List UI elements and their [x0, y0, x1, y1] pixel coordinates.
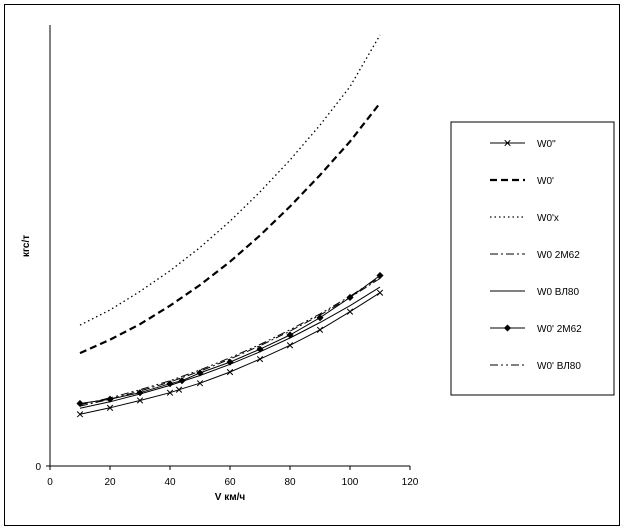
- series-line: [79, 276, 381, 406]
- series-4: [79, 278, 381, 407]
- diamond-marker: [226, 358, 234, 366]
- series-3: [79, 34, 381, 326]
- y-tick-label: 0: [35, 462, 41, 473]
- series-line: [79, 102, 381, 355]
- diamond-marker: [196, 369, 204, 377]
- x-tick-label: 120: [402, 477, 419, 488]
- series-line: [79, 275, 381, 404]
- x-tick-group: 0 20 40 60 80 100 120: [47, 466, 419, 488]
- diamond-marker: [256, 345, 264, 353]
- legend-label: W0'': [537, 139, 556, 150]
- cross-marker: [76, 411, 84, 418]
- diamond-marker: [376, 271, 384, 280]
- diamond-marker: [286, 331, 294, 339]
- legend-label: W0' 2M62: [537, 324, 582, 335]
- x-tick-label: 60: [224, 477, 236, 488]
- diamond-marker: [316, 314, 324, 322]
- legend-box: [450, 121, 615, 396]
- legend-item: W0' 2M62: [490, 324, 582, 335]
- legend-label: W0' ВЛ80: [537, 361, 581, 372]
- diamond-marker: [136, 389, 144, 397]
- series-2: [79, 102, 381, 355]
- diamond-marker: [503, 324, 512, 332]
- legend-item: W0 ВЛ80: [490, 287, 579, 298]
- cross-marker: [316, 326, 324, 333]
- legend-label: W0 2M62: [537, 250, 580, 261]
- cross-marker: [256, 355, 264, 363]
- y-axis-title: кгс/т: [21, 235, 32, 257]
- legend: W0'' W0' W0'x W0 2M62 W0 ВЛ80 W0' 2M62 W0' ВЛ8…: [450, 121, 615, 396]
- cross-marker: [196, 380, 204, 387]
- x-tick-label: 80: [284, 477, 296, 488]
- series-6: [76, 271, 384, 408]
- x-axis-title: V км/ч: [215, 492, 246, 503]
- legend-item: W0'x: [490, 213, 559, 224]
- x-tick-label: 20: [104, 477, 116, 488]
- diamond-marker: [76, 399, 84, 408]
- cross-marker: [106, 404, 114, 411]
- series-layer: [76, 34, 384, 418]
- legend-label: W0'x: [537, 213, 559, 224]
- diamond-marker: [166, 380, 174, 388]
- y-tick-group: 0: [35, 462, 50, 473]
- x-tick-label: 40: [164, 477, 176, 488]
- series-line: [79, 278, 381, 407]
- series-line: [79, 34, 381, 326]
- legend-label: W0': [537, 176, 554, 187]
- legend-item: W0 2M62: [490, 250, 580, 261]
- series-7: [79, 276, 381, 406]
- cross-marker: [376, 289, 384, 296]
- cross-marker: [226, 368, 234, 376]
- x-tick-label: 0: [47, 477, 53, 488]
- legend-item: W0'': [490, 139, 556, 150]
- cross-marker: [166, 389, 174, 396]
- x-tick-label: 100: [342, 477, 359, 488]
- cross-marker: [286, 342, 294, 349]
- cross-marker: [346, 308, 354, 315]
- legend-item: W0': [490, 176, 554, 187]
- legend-item: W0' ВЛ80: [490, 361, 581, 372]
- series-line: [79, 292, 381, 415]
- cross-marker: [504, 139, 511, 147]
- series-1: [76, 289, 384, 418]
- diamond-marker: [178, 377, 186, 385]
- legend-label: W0 ВЛ80: [537, 287, 579, 298]
- cross-marker: [136, 397, 144, 404]
- cross-marker: [175, 386, 183, 393]
- diamond-marker: [346, 293, 354, 302]
